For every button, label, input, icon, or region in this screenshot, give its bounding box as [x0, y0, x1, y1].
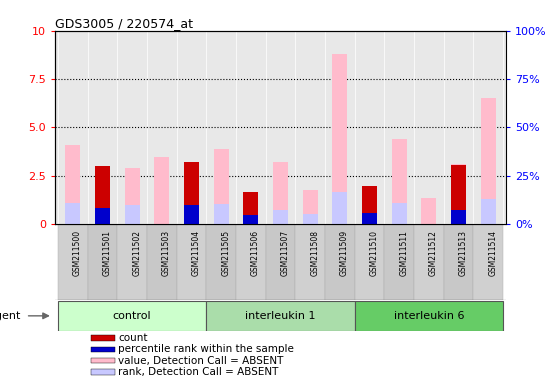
- Bar: [214, 204, 229, 224]
- Bar: [332, 54, 347, 224]
- Bar: [91, 347, 116, 352]
- Bar: [302, 190, 317, 224]
- Bar: [206, 224, 236, 300]
- Text: GSM211501: GSM211501: [102, 230, 112, 276]
- Bar: [177, 224, 206, 300]
- Bar: [65, 203, 80, 224]
- Bar: [95, 166, 110, 224]
- Bar: [117, 224, 147, 300]
- Bar: [474, 224, 503, 300]
- Bar: [444, 224, 474, 300]
- Bar: [95, 166, 110, 224]
- Bar: [125, 168, 140, 224]
- Text: GSM211503: GSM211503: [162, 230, 171, 276]
- Text: interleukin 6: interleukin 6: [394, 311, 464, 321]
- Bar: [91, 369, 116, 374]
- Bar: [58, 301, 206, 331]
- Text: rank, Detection Call = ABSENT: rank, Detection Call = ABSENT: [118, 367, 278, 377]
- Bar: [355, 224, 384, 300]
- Bar: [451, 210, 466, 224]
- Bar: [392, 139, 406, 224]
- Text: GSM211509: GSM211509: [340, 230, 349, 276]
- Text: GSM211511: GSM211511: [399, 230, 408, 276]
- Text: agent: agent: [0, 311, 21, 321]
- Bar: [384, 224, 414, 300]
- Bar: [184, 205, 199, 224]
- Bar: [266, 224, 295, 300]
- Bar: [481, 98, 496, 224]
- Bar: [451, 165, 466, 224]
- Bar: [362, 185, 377, 224]
- Text: GSM211500: GSM211500: [73, 230, 82, 276]
- Bar: [95, 208, 110, 224]
- Text: GSM211504: GSM211504: [191, 230, 201, 276]
- Bar: [244, 192, 258, 224]
- Text: percentile rank within the sample: percentile rank within the sample: [118, 344, 294, 354]
- Bar: [362, 213, 377, 224]
- Bar: [184, 162, 199, 224]
- Bar: [65, 145, 80, 224]
- Bar: [332, 192, 347, 224]
- Bar: [273, 210, 288, 224]
- Text: value, Detection Call = ABSENT: value, Detection Call = ABSENT: [118, 356, 283, 366]
- Text: count: count: [118, 333, 147, 343]
- Bar: [244, 192, 258, 224]
- Bar: [125, 205, 140, 224]
- Bar: [244, 215, 258, 224]
- Bar: [421, 198, 436, 224]
- Bar: [355, 301, 503, 331]
- Text: GSM211506: GSM211506: [251, 230, 260, 276]
- Bar: [451, 211, 466, 224]
- Bar: [451, 164, 466, 224]
- Bar: [414, 224, 444, 300]
- Bar: [295, 224, 325, 300]
- Bar: [91, 336, 116, 341]
- Bar: [184, 162, 199, 224]
- Text: GSM211505: GSM211505: [221, 230, 230, 276]
- Bar: [147, 224, 177, 300]
- Bar: [236, 224, 266, 300]
- Text: GSM211507: GSM211507: [280, 230, 289, 276]
- Bar: [481, 199, 496, 224]
- Bar: [206, 301, 355, 331]
- Text: GSM211510: GSM211510: [370, 230, 378, 276]
- Text: GSM211502: GSM211502: [132, 230, 141, 276]
- Bar: [58, 224, 87, 300]
- Bar: [362, 187, 377, 224]
- Text: GSM211508: GSM211508: [310, 230, 319, 276]
- Bar: [325, 224, 355, 300]
- Text: GSM211512: GSM211512: [429, 230, 438, 276]
- Text: GDS3005 / 220574_at: GDS3005 / 220574_at: [55, 17, 193, 30]
- Bar: [273, 162, 288, 224]
- Bar: [302, 214, 317, 224]
- Bar: [214, 149, 229, 224]
- Bar: [155, 157, 169, 224]
- Text: control: control: [113, 311, 151, 321]
- Bar: [362, 214, 377, 224]
- Text: GSM211513: GSM211513: [459, 230, 468, 276]
- Text: interleukin 1: interleukin 1: [245, 311, 316, 321]
- Bar: [392, 203, 406, 224]
- Text: GSM211514: GSM211514: [488, 230, 497, 276]
- Bar: [91, 358, 116, 363]
- Bar: [87, 224, 117, 300]
